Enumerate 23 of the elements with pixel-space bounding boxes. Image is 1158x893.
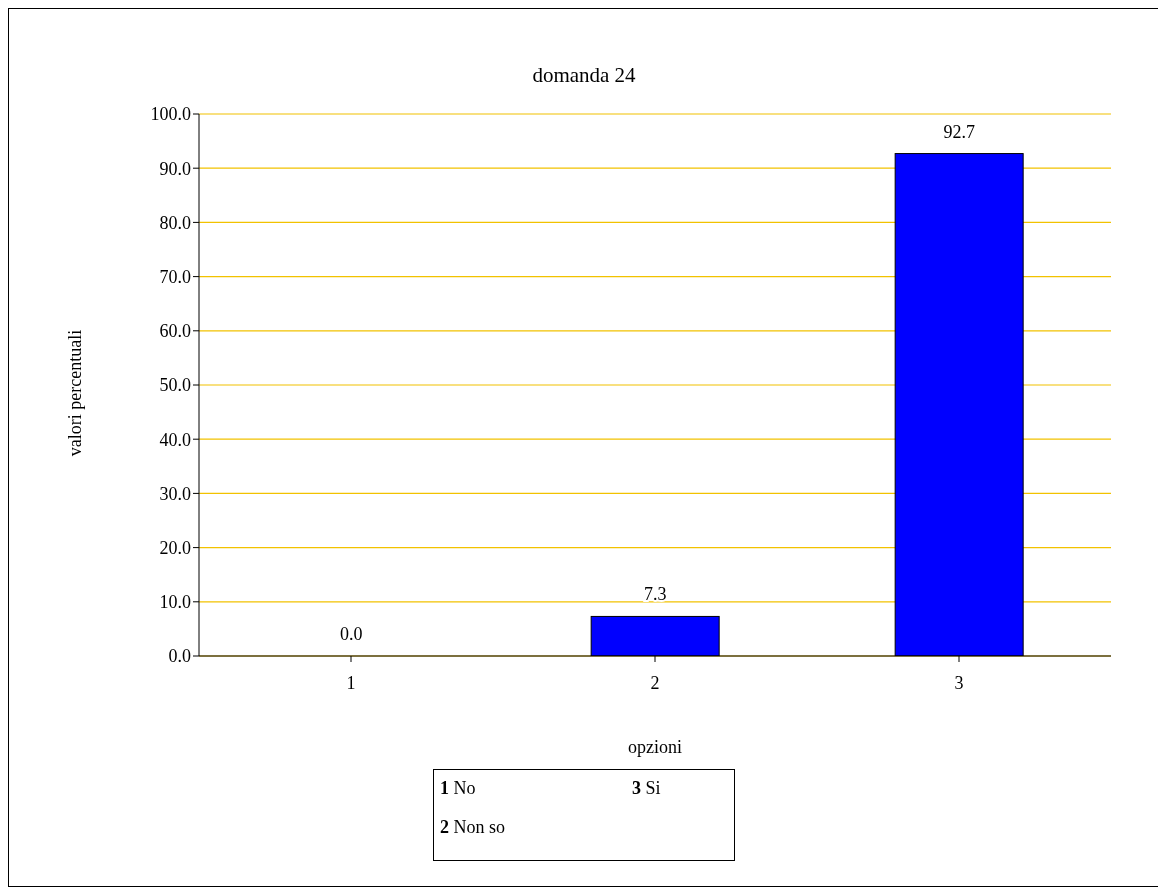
y-tick-label: 20.0 [159,537,191,558]
x-axis-title: opzioni [627,737,683,758]
y-tick-label: 70.0 [159,266,191,287]
y-axis-title: valori percentuali [64,329,86,457]
y-tick-label: 10.0 [159,592,191,613]
y-tick-label: 60.0 [159,321,191,342]
x-tick-label: 1 [346,672,356,693]
chart-title: domanda 24 [531,63,637,88]
y-tick-label: 30.0 [159,483,191,504]
y-tick-label: 90.0 [159,158,191,179]
data-label: 7.3 [643,584,667,605]
y-tick-label: 50.0 [159,375,191,396]
x-tick-label: 2 [650,672,660,693]
y-tick-label: 100.0 [150,104,191,125]
text: 3 Si [632,778,661,798]
data-label: 0.0 [339,624,363,644]
data-label: 92.7 [943,121,975,142]
text: 1 No [440,778,476,798]
x-tick-label: 3 [954,672,964,693]
text: 2 Non so [440,817,506,837]
y-tick-label: 0.0 [168,646,191,667]
y-tick-label: 80.0 [159,212,191,233]
y-tick-label: 40.0 [159,429,191,450]
